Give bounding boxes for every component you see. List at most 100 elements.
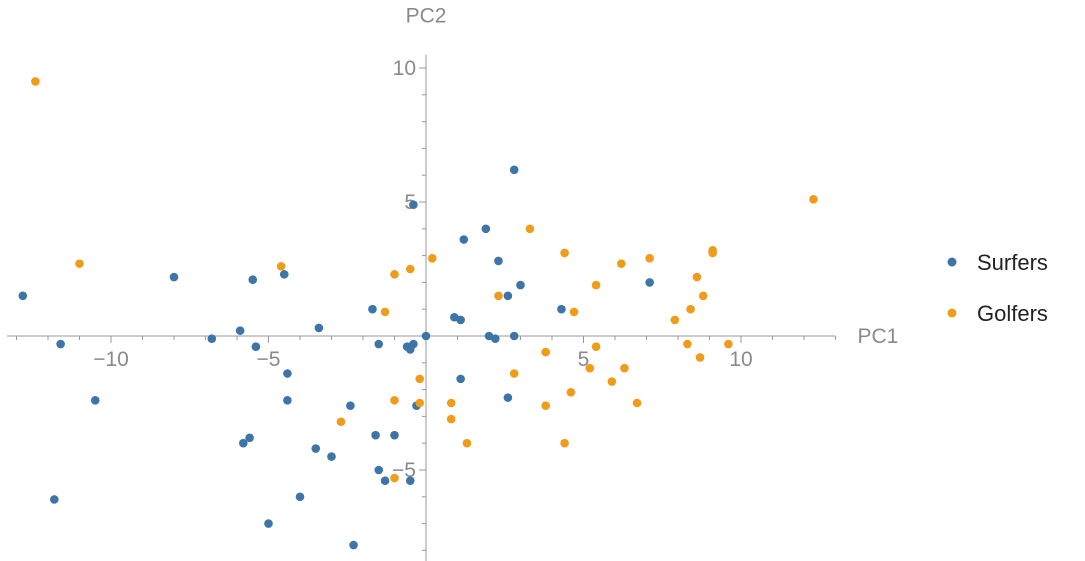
point-golfers [617, 259, 626, 268]
point-surfers [327, 452, 336, 461]
point-golfers [494, 291, 503, 301]
x-axis-ticks: −10 −5 5 10 [16, 336, 836, 371]
point-golfers [560, 248, 569, 258]
series-surfers [18, 165, 654, 550]
point-surfers [349, 540, 358, 550]
point-golfers [75, 259, 84, 268]
point-golfers [695, 353, 705, 362]
point-golfers [724, 339, 733, 349]
x-tick-label: −5 [257, 348, 281, 371]
axes: −10 −5 5 10 −5 5 10 PC1 PC2 [7, 5, 898, 561]
point-golfers [446, 398, 456, 408]
point-surfers [374, 465, 384, 475]
point-golfers [569, 307, 579, 317]
point-golfers [390, 396, 399, 405]
point-golfers [390, 270, 399, 279]
point-golfers [560, 438, 569, 448]
point-golfers [620, 363, 629, 373]
point-surfers [207, 334, 217, 343]
point-surfers [374, 339, 384, 349]
point-surfers [405, 476, 415, 486]
point-surfers [169, 272, 179, 282]
x-tick-label: 10 [729, 348, 752, 371]
point-golfers [336, 417, 346, 427]
point-surfers [311, 444, 321, 453]
point-surfers [503, 393, 513, 402]
point-surfers [368, 304, 377, 314]
point-surfers [456, 315, 465, 325]
point-surfers [494, 256, 503, 266]
point-golfers [686, 304, 695, 314]
data-points [18, 77, 818, 550]
series-golfers [31, 77, 818, 483]
point-golfers [509, 369, 519, 378]
point-surfers [645, 278, 654, 287]
point-golfers [541, 347, 550, 357]
point-golfers [683, 339, 692, 349]
point-golfers [566, 387, 576, 397]
point-golfers [809, 195, 818, 204]
y-tick-label: 10 [393, 57, 416, 80]
point-golfers [276, 262, 286, 271]
point-surfers [245, 433, 254, 443]
point-surfers [283, 369, 292, 378]
point-surfers [283, 396, 292, 405]
y-axis-label: PC2 [406, 5, 447, 28]
point-golfers [405, 264, 415, 274]
point-golfers [585, 363, 595, 373]
point-surfers [90, 396, 100, 405]
point-golfers [390, 473, 399, 483]
point-surfers [380, 476, 390, 486]
legend: Surfers Golfers [947, 250, 1048, 326]
point-surfers [279, 270, 289, 279]
point-surfers [251, 342, 261, 352]
point-surfers [509, 331, 519, 341]
legend-label-surfers: Surfers [977, 250, 1048, 275]
point-surfers [18, 291, 28, 301]
point-golfers [380, 307, 390, 317]
point-surfers [503, 291, 513, 301]
point-golfers [692, 272, 702, 282]
point-surfers [421, 331, 431, 341]
point-surfers [295, 492, 305, 502]
point-surfers [459, 235, 469, 244]
point-golfers [31, 77, 40, 86]
point-golfers [670, 315, 680, 325]
point-surfers [235, 326, 245, 335]
point-golfers [591, 342, 601, 352]
point-surfers [248, 275, 258, 285]
point-surfers [56, 339, 65, 349]
point-golfers [525, 224, 535, 234]
point-golfers [462, 438, 472, 448]
point-golfers [607, 377, 617, 386]
point-surfers [509, 165, 519, 175]
point-surfers [516, 280, 525, 290]
point-surfers [239, 438, 248, 448]
point-golfers [645, 253, 654, 263]
point-surfers [390, 430, 399, 440]
point-golfers [428, 253, 437, 263]
legend-item-surfers: Surfers [947, 250, 1048, 275]
point-surfers [409, 339, 418, 349]
legend-marker-golfers [947, 308, 957, 318]
point-golfers [591, 280, 601, 290]
point-surfers [456, 374, 465, 384]
point-golfers [541, 401, 550, 410]
x-axis-label: PC1 [858, 325, 899, 348]
point-surfers [481, 224, 491, 234]
point-surfers [491, 334, 500, 343]
point-golfers [446, 414, 456, 424]
x-tick-label: 5 [578, 348, 590, 371]
point-golfers [632, 398, 642, 408]
legend-item-golfers: Golfers [947, 301, 1048, 326]
point-surfers [409, 200, 418, 209]
point-surfers [264, 519, 273, 528]
point-golfers [708, 248, 717, 258]
point-surfers [557, 304, 566, 314]
legend-label-golfers: Golfers [977, 301, 1048, 326]
point-golfers [415, 398, 425, 408]
point-surfers [346, 401, 355, 410]
point-surfers [314, 323, 324, 333]
